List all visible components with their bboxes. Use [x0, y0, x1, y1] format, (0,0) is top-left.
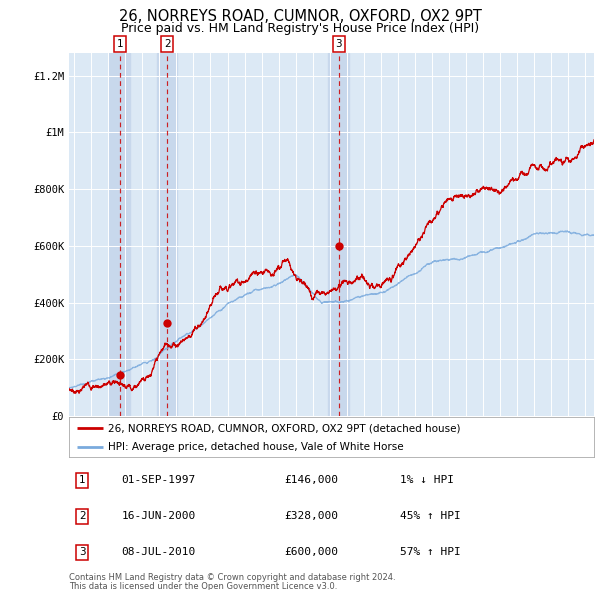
Text: 3: 3: [335, 39, 342, 49]
Text: £600,000: £600,000: [284, 547, 338, 557]
Text: 57% ↑ HPI: 57% ↑ HPI: [400, 547, 461, 557]
Text: Contains HM Land Registry data © Crown copyright and database right 2024.: Contains HM Land Registry data © Crown c…: [69, 573, 395, 582]
Text: £328,000: £328,000: [284, 512, 338, 521]
Text: 1: 1: [79, 476, 85, 486]
Text: 16-JUN-2000: 16-JUN-2000: [121, 512, 196, 521]
Text: HPI: Average price, detached house, Vale of White Horse: HPI: Average price, detached house, Vale…: [109, 442, 404, 452]
Text: 1: 1: [116, 39, 123, 49]
Text: 08-JUL-2010: 08-JUL-2010: [121, 547, 196, 557]
Text: Price paid vs. HM Land Registry's House Price Index (HPI): Price paid vs. HM Land Registry's House …: [121, 22, 479, 35]
Text: This data is licensed under the Open Government Licence v3.0.: This data is licensed under the Open Gov…: [69, 582, 337, 590]
Text: 2: 2: [164, 39, 170, 49]
Bar: [157, 53, 178, 416]
Text: 45% ↑ HPI: 45% ↑ HPI: [400, 512, 461, 521]
Text: 1% ↓ HPI: 1% ↓ HPI: [400, 476, 454, 486]
Bar: [109, 53, 130, 416]
Text: 3: 3: [79, 547, 85, 557]
Bar: [328, 53, 349, 416]
Text: 2: 2: [79, 512, 85, 521]
Text: 26, NORREYS ROAD, CUMNOR, OXFORD, OX2 9PT (detached house): 26, NORREYS ROAD, CUMNOR, OXFORD, OX2 9P…: [109, 424, 461, 434]
Text: 26, NORREYS ROAD, CUMNOR, OXFORD, OX2 9PT: 26, NORREYS ROAD, CUMNOR, OXFORD, OX2 9P…: [119, 9, 481, 24]
Text: £146,000: £146,000: [284, 476, 338, 486]
Text: 01-SEP-1997: 01-SEP-1997: [121, 476, 196, 486]
